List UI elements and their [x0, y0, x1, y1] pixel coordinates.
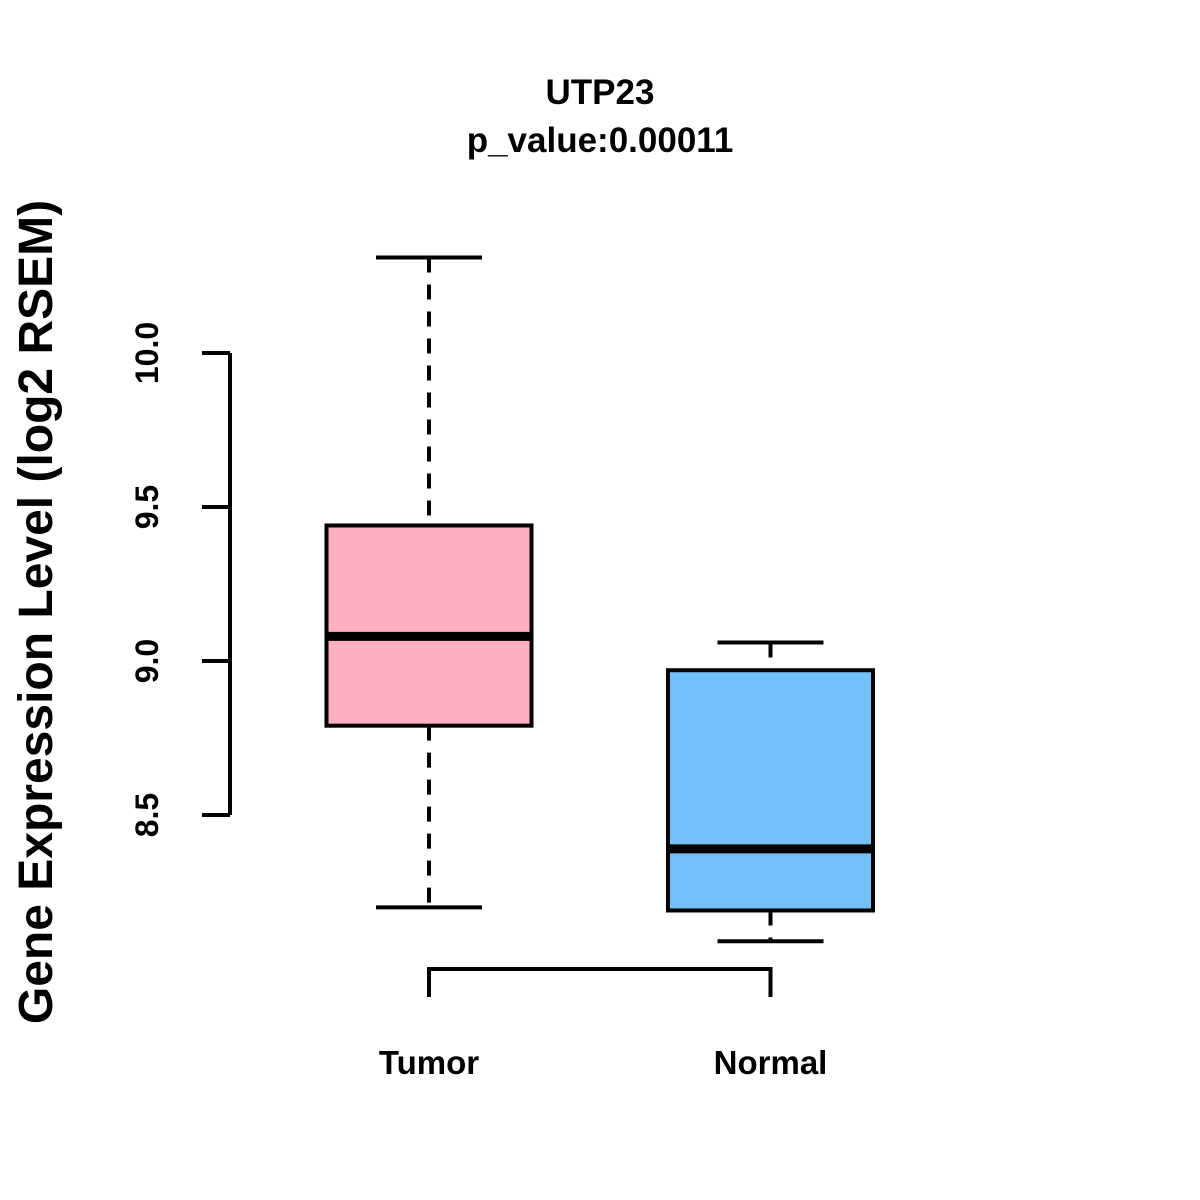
comparison-bracket — [427, 967, 773, 997]
chart-title: UTP23 — [546, 73, 655, 112]
x-category-label-tumor: Tumor — [379, 1044, 479, 1081]
x-category-label-normal: Normal — [714, 1044, 828, 1081]
plot-area: Tumor Normal — [324, 255, 875, 1081]
box-normal — [666, 668, 875, 913]
y-tick-label: 10.0 — [129, 322, 165, 384]
y-axis: 8.5 9.0 9.5 10.0 — [129, 322, 232, 837]
box-tumor — [324, 523, 534, 728]
y-tick-label: 9.5 — [129, 485, 165, 529]
chart-subtitle-pvalue: p_value:0.00011 — [467, 121, 734, 160]
y-tick-label: 8.5 — [129, 793, 165, 837]
y-tick-label: 9.0 — [129, 639, 165, 683]
y-axis-label: Gene Expression Level (log2 RSEM) — [10, 200, 63, 1024]
